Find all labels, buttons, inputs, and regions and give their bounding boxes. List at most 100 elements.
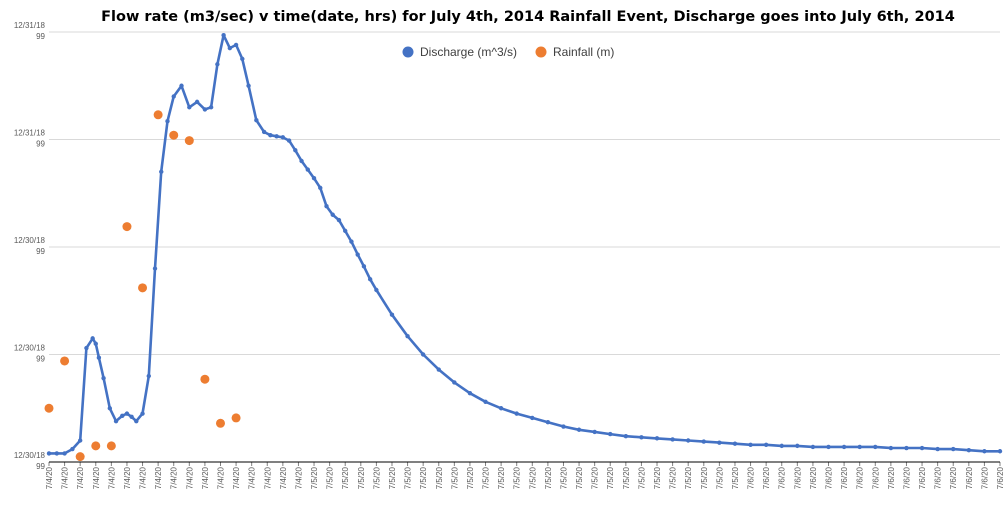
discharge-point bbox=[208, 105, 214, 110]
y-tick-label-suffix: 99 bbox=[36, 140, 45, 149]
discharge-point bbox=[159, 169, 164, 174]
discharge-point bbox=[240, 56, 245, 62]
discharge-point bbox=[810, 444, 816, 450]
rainfall-point bbox=[169, 130, 179, 140]
x-tick-label: 7/4/20 bbox=[92, 466, 101, 489]
discharge-point bbox=[826, 444, 831, 450]
discharge-point bbox=[134, 418, 139, 424]
discharge-point bbox=[146, 373, 151, 379]
discharge-point bbox=[436, 367, 441, 372]
legend-swatch-rainfall bbox=[535, 46, 547, 58]
x-tick-label: 7/6/20 bbox=[793, 466, 802, 489]
discharge-point bbox=[841, 444, 847, 450]
discharge-point bbox=[129, 414, 134, 420]
discharge-point bbox=[299, 158, 304, 164]
x-tick-label: 7/5/20 bbox=[357, 466, 366, 489]
discharge-point bbox=[514, 411, 519, 416]
discharge-point bbox=[227, 45, 233, 51]
discharge-point bbox=[405, 334, 410, 339]
x-tick-label: 7/6/20 bbox=[856, 466, 865, 489]
x-tick-label: 7/6/20 bbox=[762, 466, 771, 489]
legend-label-rainfall: Rainfall (m) bbox=[553, 45, 614, 59]
discharge-point bbox=[96, 355, 102, 360]
discharge-point bbox=[592, 429, 597, 435]
x-tick-label: 7/5/20 bbox=[559, 466, 568, 489]
x-tick-label: 7/5/20 bbox=[513, 466, 522, 489]
chart-title: Flow rate (m3/sec) v time(date, hrs) for… bbox=[101, 9, 955, 25]
discharge-point bbox=[187, 105, 192, 110]
discharge-point bbox=[857, 444, 862, 450]
discharge-point bbox=[951, 446, 956, 452]
rainfall-point bbox=[75, 452, 85, 462]
discharge-point bbox=[374, 287, 379, 293]
discharge-point bbox=[107, 406, 113, 411]
x-tick-label: 7/5/20 bbox=[528, 466, 537, 489]
discharge-point bbox=[62, 451, 67, 456]
discharge-point bbox=[261, 129, 267, 135]
rainfall-point bbox=[91, 441, 101, 451]
x-tick-label: 7/5/20 bbox=[435, 466, 444, 489]
discharge-point bbox=[452, 380, 457, 385]
x-tick-label: 7/5/20 bbox=[591, 466, 600, 489]
discharge-point bbox=[336, 217, 342, 223]
y-tick-label-suffix: 99 bbox=[36, 462, 45, 471]
x-tick-label: 7/5/20 bbox=[606, 466, 615, 489]
x-tick-label: 7/5/20 bbox=[731, 466, 740, 489]
rainfall-point bbox=[106, 441, 116, 451]
discharge-point bbox=[318, 185, 323, 191]
discharge-point bbox=[982, 449, 987, 454]
discharge-point bbox=[90, 336, 95, 341]
y-tick-label-suffix: 99 bbox=[36, 247, 45, 256]
discharge-point bbox=[545, 420, 551, 425]
discharge-point bbox=[483, 399, 488, 404]
discharge-point bbox=[171, 94, 176, 99]
x-tick-label: 7/4/20 bbox=[263, 466, 272, 489]
x-tick-label: 7/6/20 bbox=[747, 466, 756, 489]
discharge-point bbox=[670, 437, 675, 442]
discharge-point bbox=[101, 375, 106, 381]
x-tick-label: 7/5/20 bbox=[450, 466, 459, 489]
discharge-point bbox=[795, 443, 800, 449]
rainfall-point bbox=[200, 374, 210, 384]
discharge-point bbox=[763, 442, 769, 447]
discharge-point bbox=[280, 135, 286, 140]
discharge-point bbox=[498, 406, 504, 411]
x-tick-label: 7/4/20 bbox=[76, 466, 85, 489]
x-tick-label: 7/5/20 bbox=[653, 466, 662, 489]
discharge-point bbox=[685, 438, 691, 443]
discharge-point bbox=[355, 252, 360, 257]
x-tick-label: 7/6/20 bbox=[996, 466, 1005, 489]
x-tick-label: 7/5/20 bbox=[466, 466, 475, 489]
discharge-point bbox=[623, 434, 629, 439]
x-tick-label: 7/4/20 bbox=[279, 466, 288, 489]
legend-label-discharge: Discharge (m^3/s) bbox=[420, 45, 517, 59]
x-tick-label: 7/4/20 bbox=[201, 466, 210, 489]
x-tick-label: 7/5/20 bbox=[544, 466, 553, 489]
y-tick-label: 12/31/18 bbox=[14, 129, 46, 138]
discharge-point bbox=[286, 138, 292, 143]
discharge-point bbox=[654, 436, 660, 441]
discharge-point bbox=[873, 444, 878, 450]
x-tick-label: 7/4/20 bbox=[170, 466, 179, 489]
y-tick-label: 12/31/18 bbox=[14, 21, 46, 30]
x-tick-label: 7/6/20 bbox=[871, 466, 880, 489]
discharge-point bbox=[367, 277, 373, 282]
x-tick-label: 7/5/20 bbox=[372, 466, 381, 489]
discharge-point bbox=[120, 413, 125, 418]
x-tick-label: 7/6/20 bbox=[887, 466, 896, 489]
discharge-point bbox=[561, 424, 566, 429]
discharge-point bbox=[311, 176, 317, 181]
gridlines bbox=[49, 31, 1000, 355]
series-line-discharge bbox=[49, 33, 1000, 455]
discharge-point bbox=[215, 62, 220, 67]
discharge-point bbox=[293, 148, 298, 153]
x-tick-label: 7/5/20 bbox=[497, 466, 506, 489]
discharge-point bbox=[576, 427, 582, 432]
y-tick-label: 12/30/18 bbox=[14, 344, 46, 353]
legend: Discharge (m^3/s) Rainfall (m) bbox=[402, 45, 614, 59]
discharge-point bbox=[919, 445, 925, 451]
x-axis-ticks: 7/4/20 7/4/20 7/4/20 7/4/20 7/4/20 7/4/20 7/4/… bbox=[45, 462, 1005, 489]
discharge-point bbox=[70, 446, 75, 452]
discharge-point bbox=[361, 264, 367, 269]
discharge-point bbox=[305, 167, 310, 172]
